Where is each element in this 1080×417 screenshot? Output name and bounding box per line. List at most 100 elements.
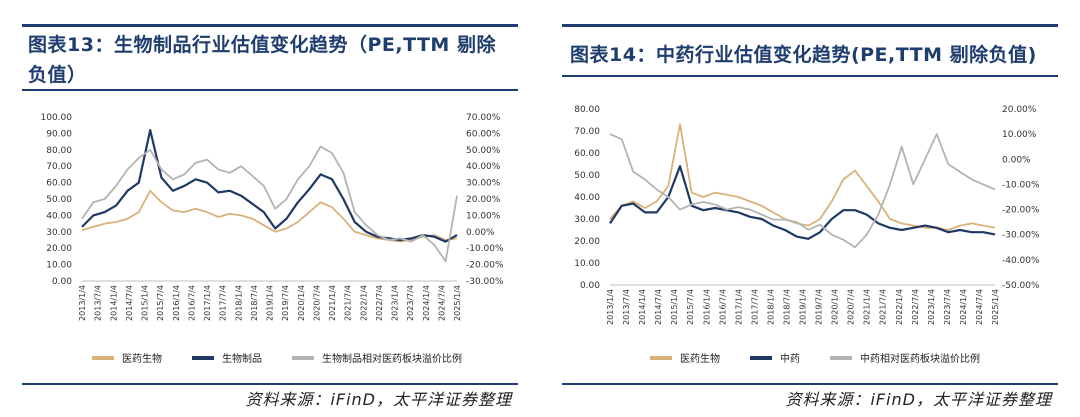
source-note: 资料来源：iFinD，太平洋证券整理: [785, 390, 1052, 409]
y-tick-label: 50.00: [574, 171, 600, 181]
x-tick-label: 2015/7/4: [156, 285, 165, 321]
y2-tick-label: 10.00%: [466, 211, 501, 221]
bottom-rule: [22, 383, 518, 385]
x-tick-label: 2024/7/4: [437, 285, 446, 321]
series-line-1: [609, 165, 996, 240]
legend-swatch: [750, 355, 772, 360]
x-tick-label: 2025/1/4: [453, 285, 462, 321]
x-tick-label: 2018/7/4: [250, 285, 259, 321]
legend-swatch: [830, 355, 852, 360]
series-line-1: [81, 129, 458, 243]
top-rule: [22, 24, 518, 27]
y-tick-label: 10.00: [46, 261, 72, 271]
series-line-0: [609, 123, 996, 231]
x-tick-label: 2025/1/4: [991, 289, 1000, 325]
y-tick-label: 100.00: [41, 113, 73, 123]
figure-14-panel: 图表14：中药行业估值变化趋势(PE,TTM 剔除负值) 0.00 10.00 20…: [540, 0, 1080, 417]
y2-tick-label: -20.00%: [1002, 206, 1040, 216]
x-tick-label: 2013/7/4: [94, 285, 103, 321]
x-tick-label: 2018/7/4: [782, 289, 791, 325]
y-tick-label: 30.00: [574, 215, 600, 225]
x-tick-label: 2018/1/4: [234, 285, 243, 321]
legend-label: 生物制品: [222, 354, 262, 365]
series-line-0: [81, 189, 458, 243]
x-tick-label: 2022/1/4: [359, 285, 368, 321]
chart-legend: 医药生物 中药 中药相对医药板块溢价比例: [650, 350, 1010, 365]
y2-tick-label: 0.00%: [1002, 155, 1031, 165]
y2-tick-label: -50.00%: [1002, 281, 1040, 291]
x-tick-label: 2017/1/4: [203, 285, 212, 321]
y-tick-label: 20.00: [574, 237, 600, 247]
legend-swatch: [292, 355, 314, 360]
x-tick-label: 2019/7/4: [281, 285, 290, 321]
y-tick-label: 80.00: [574, 105, 600, 115]
y-tick-label: 0.00: [52, 277, 72, 287]
y-tick-label: 60.00: [46, 179, 72, 189]
legend-label: 生物制品相对医药板块溢价比例: [322, 354, 462, 365]
y2-tick-label: 70.00%: [466, 113, 501, 123]
x-tick-label: 2021/1/4: [863, 289, 872, 325]
x-tick-label: 2023/1/4: [391, 285, 400, 321]
x-tick-label: 2015/1/4: [670, 289, 679, 325]
title-rule: [22, 89, 518, 91]
x-tick-label: 2015/7/4: [686, 289, 695, 325]
y2-tick-label: -30.00%: [1002, 231, 1040, 241]
x-tick-label: 2016/7/4: [718, 289, 727, 325]
y2-tick-label: -20.00%: [466, 261, 504, 271]
x-tick-label: 2024/7/4: [975, 289, 984, 325]
x-tick-label: 2023/7/4: [943, 289, 952, 325]
legend-item: 中药相对医药板块溢价比例: [830, 350, 980, 365]
y2-tick-label: 20.00%: [466, 195, 501, 205]
legend-label: 中药: [780, 354, 800, 365]
legend-swatch: [92, 355, 114, 360]
x-tick-label: 2020/1/4: [297, 285, 306, 321]
legend-item: 生物制品: [192, 350, 262, 365]
x-tick-label: 2018/1/4: [766, 289, 775, 325]
y2-tick-label: -10.00%: [1002, 180, 1040, 190]
bottom-rule: [562, 383, 1058, 385]
y-tick-label: 40.00: [46, 211, 72, 221]
legend-item: 医药生物: [650, 350, 720, 365]
x-tick-label: 2017/1/4: [734, 289, 743, 325]
y-tick-label: 10.00: [574, 259, 600, 269]
series-line-2: [609, 133, 996, 249]
x-tick-label: 2020/7/4: [312, 285, 321, 321]
x-tick-label: 2015/1/4: [141, 285, 150, 321]
x-tick-label: 2023/7/4: [406, 285, 415, 321]
y-tick-label: 90.00: [46, 129, 72, 139]
y2-tick-label: -10.00%: [466, 244, 504, 254]
x-tick-label: 2013/1/4: [606, 289, 615, 325]
y2-tick-label: -40.00%: [1002, 256, 1040, 266]
y2-tick-label: -30.00%: [466, 277, 504, 287]
x-tick-label: 2013/7/4: [622, 289, 631, 325]
legend-swatch: [650, 355, 672, 360]
x-tick-label: 2022/7/4: [375, 285, 384, 321]
x-tick-label: 2021/1/4: [328, 285, 337, 321]
x-tick-label: 2016/7/4: [187, 285, 196, 321]
y2-tick-label: 20.00%: [1002, 105, 1037, 115]
x-tick-label: 2014/7/4: [125, 285, 134, 321]
x-tick-label: 2014/1/4: [109, 285, 118, 321]
pe-line-chart-14: 0.00 10.00 20.00 30.00 40.00 50.00 60.00 70.00 8…: [574, 105, 1040, 325]
legend-item: 医药生物: [92, 350, 162, 365]
x-tick-label: 2014/7/4: [654, 289, 663, 325]
chart-legend: 医药生物 生物制品 生物制品相对医药板块溢价比例: [92, 350, 492, 365]
legend-label: 医药生物: [680, 354, 720, 365]
x-tick-label: 2017/7/4: [219, 285, 228, 321]
x-tick-label: 2019/1/4: [266, 285, 275, 321]
y2-tick-label: 50.00%: [466, 146, 501, 156]
x-tick-label: 2020/7/4: [847, 289, 856, 325]
series-line-2: [81, 145, 458, 263]
pe-line-chart-13: 0.00 10.00 20.00 30.00 40.00 50.00 60.00 70.00 8…: [41, 113, 505, 321]
y-tick-label: 40.00: [574, 193, 600, 203]
figure-title: 图表13：生物制品行业估值变化趋势（PE,TTM 剔除负值）: [28, 34, 496, 86]
x-tick-label: 2023/1/4: [927, 289, 936, 325]
x-tick-label: 2017/7/4: [750, 289, 759, 325]
x-tick-label: 2016/1/4: [702, 289, 711, 325]
y2-tick-label: 60.00%: [466, 129, 501, 139]
legend-label: 医药生物: [122, 354, 162, 365]
x-tick-label: 2019/7/4: [815, 289, 824, 325]
x-tick-label: 2024/1/4: [959, 289, 968, 325]
title-rule: [562, 75, 1058, 77]
x-tick-label: 2022/1/4: [895, 289, 904, 325]
